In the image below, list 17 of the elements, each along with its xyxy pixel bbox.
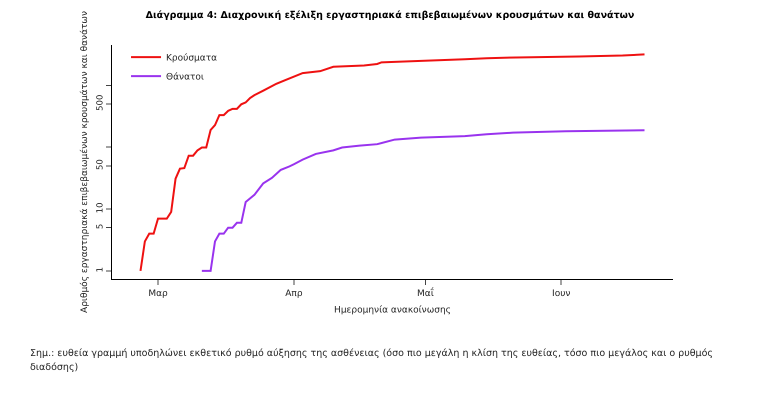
x-tick-label: Απρ [285, 288, 303, 299]
line-series [200, 129, 646, 272]
x-tick-label: Ιουν [552, 288, 570, 299]
y-tick-label: 500 [96, 94, 106, 111]
legend-label: Κρούσματα [166, 52, 218, 64]
y-axis-title: Αριθμός εργαστηριακά επιβεβαιωμένων κρουσμάτων και θανάτων [78, 11, 90, 313]
y-tick-label: 5 [96, 224, 106, 230]
line-series [139, 53, 646, 272]
chart-title: Διάγραμμα 4: Διαχρονική εξέλιξη εργαστηριακά επιβεβαιωμένων κρουσμάτων και θανάτων [146, 10, 635, 22]
text: Σημ.: ευθεία γραμμή υποδηλώνει εκθετικό ρυθμό αύξησης της ασθένειας (όσο πιο μεγάλη η κλίση της ευθείας, τόσο πιο μεγάλος και ο ρυθμός διαδόσης) [30, 347, 714, 375]
y-tick-label: 50 [96, 159, 106, 170]
x-axis-title: Ημερομηνία ανακοίνωσης [334, 304, 451, 316]
y-tick-label: 1 [96, 266, 106, 272]
y-tick-label: 10 [96, 202, 106, 214]
x-tick-label: Μαρ [148, 288, 168, 299]
legend-label: Θάνατοι [166, 72, 204, 83]
x-tick-label: Μαΐ [416, 286, 434, 299]
